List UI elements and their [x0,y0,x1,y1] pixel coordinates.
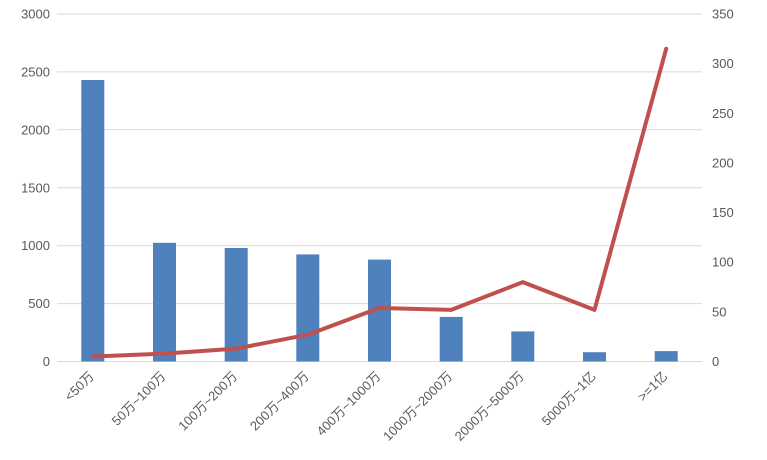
y-axis-right-tick-label: 0 [712,354,719,369]
y-axis-left-tick-label: 0 [43,354,50,369]
y-axis-left-tick-label: 2500 [21,64,50,79]
y-axis-right-tick-label: 200 [712,155,734,170]
y-axis-left: 0 500 1000 1500 2000 2500 3000 [21,7,50,370]
y-axis-right-tick-label: 150 [712,205,734,220]
y-axis-right-tick-label: 300 [712,56,734,71]
y-axis-right: 0 50 100 150 200 250 300 350 [712,7,734,370]
bar [368,259,391,362]
y-axis-left-tick-label: 2000 [21,122,50,137]
bar [654,351,678,362]
y-axis-left-tick-label: 3000 [21,7,50,22]
bar [224,248,248,362]
y-axis-left-tick-label: 500 [28,296,50,311]
y-axis-left-tick-label: 1500 [21,180,50,195]
bar [511,331,535,362]
bar [296,254,320,362]
y-axis-right-tick-label: 250 [712,106,734,121]
line-series [90,46,669,359]
bar [439,316,463,362]
bar-series [81,80,678,362]
y-axis-right-tick-label: 100 [712,255,734,270]
bar [583,352,606,362]
bar [81,80,105,362]
y-axis-right-tick-label: 350 [712,7,734,22]
y-axis-right-tick-label: 50 [712,304,726,319]
bar [153,242,176,362]
y-axis-left-tick-label: 1000 [21,238,50,253]
